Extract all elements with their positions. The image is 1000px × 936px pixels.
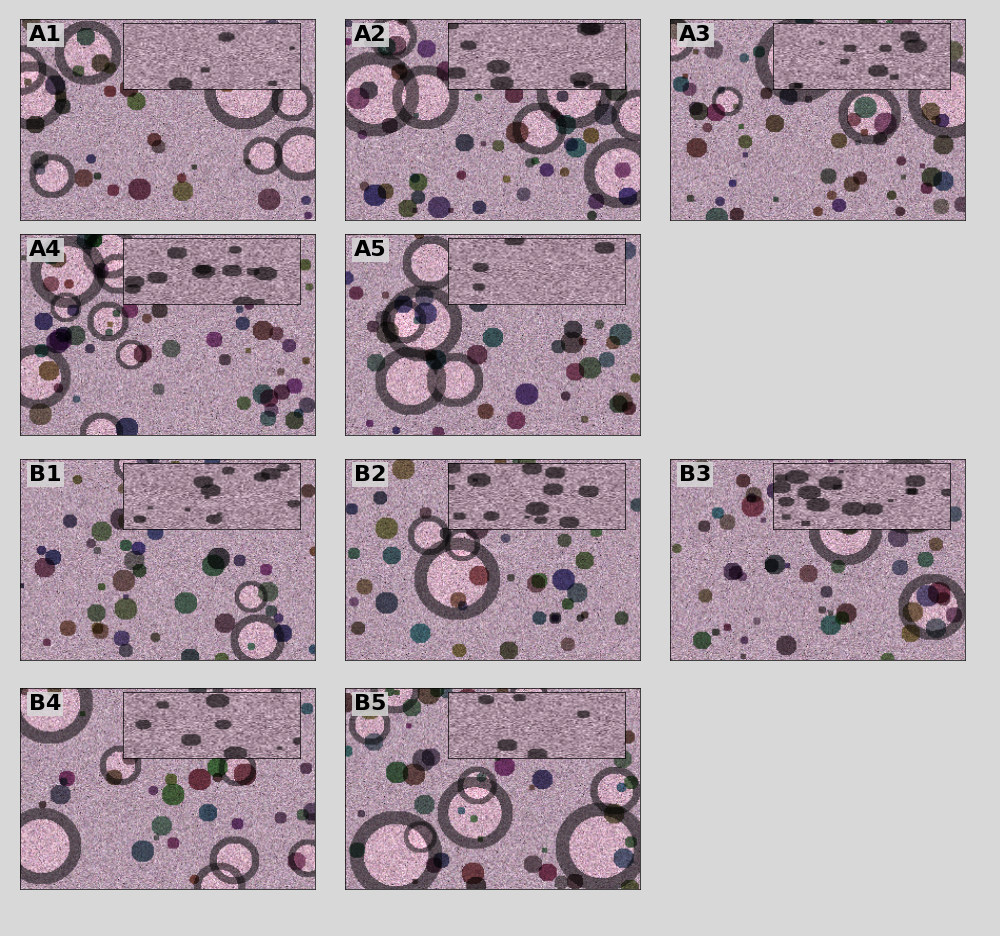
- Text: B2: B2: [354, 464, 386, 485]
- Text: A1: A1: [29, 24, 62, 45]
- Text: B1: B1: [29, 464, 61, 485]
- Text: A4: A4: [29, 240, 61, 260]
- Text: A2: A2: [354, 24, 386, 45]
- Text: B3: B3: [679, 464, 711, 485]
- Text: B4: B4: [29, 694, 61, 714]
- Text: A5: A5: [354, 240, 386, 260]
- Text: A3: A3: [679, 24, 711, 45]
- Text: B5: B5: [354, 694, 386, 714]
